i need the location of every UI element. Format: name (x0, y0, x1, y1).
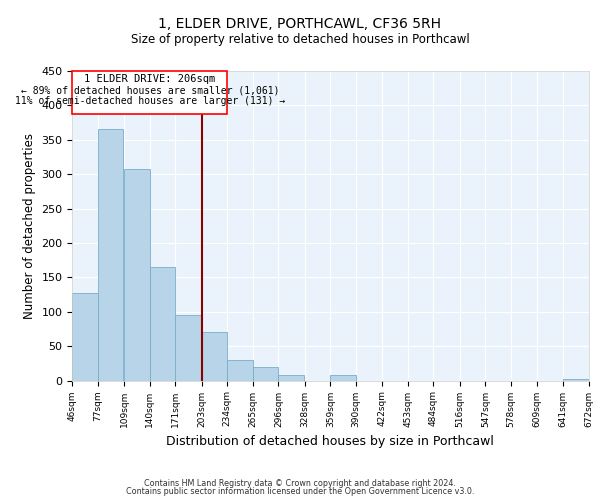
Bar (124, 170, 150, 380)
Text: 11% of semi-detached houses are larger (131) →: 11% of semi-detached houses are larger (… (14, 96, 285, 106)
Bar (150, 267, 175, 380)
Bar (563, 379, 589, 380)
Text: Size of property relative to detached houses in Porthcawl: Size of property relative to detached ho… (131, 32, 469, 46)
Text: 1, ELDER DRIVE, PORTHCAWL, CF36 5RH: 1, ELDER DRIVE, PORTHCAWL, CF36 5RH (158, 18, 442, 32)
Y-axis label: Number of detached properties: Number of detached properties (23, 133, 36, 319)
Bar (253, 367, 278, 380)
Bar (331, 375, 356, 380)
X-axis label: Distribution of detached houses by size in Porthcawl: Distribution of detached houses by size … (166, 435, 494, 448)
Bar (227, 360, 253, 380)
Bar (202, 332, 227, 380)
Bar (98, 129, 124, 380)
Bar (278, 375, 304, 380)
Bar (175, 315, 201, 380)
Text: 1 ELDER DRIVE: 206sqm: 1 ELDER DRIVE: 206sqm (84, 74, 215, 84)
Text: Contains public sector information licensed under the Open Government Licence v3: Contains public sector information licen… (126, 487, 474, 496)
Bar (72, 292, 98, 380)
Text: Contains HM Land Registry data © Crown copyright and database right 2024.: Contains HM Land Registry data © Crown c… (144, 478, 456, 488)
FancyBboxPatch shape (72, 71, 227, 114)
Text: ← 89% of detached houses are smaller (1,061): ← 89% of detached houses are smaller (1,… (20, 85, 279, 95)
